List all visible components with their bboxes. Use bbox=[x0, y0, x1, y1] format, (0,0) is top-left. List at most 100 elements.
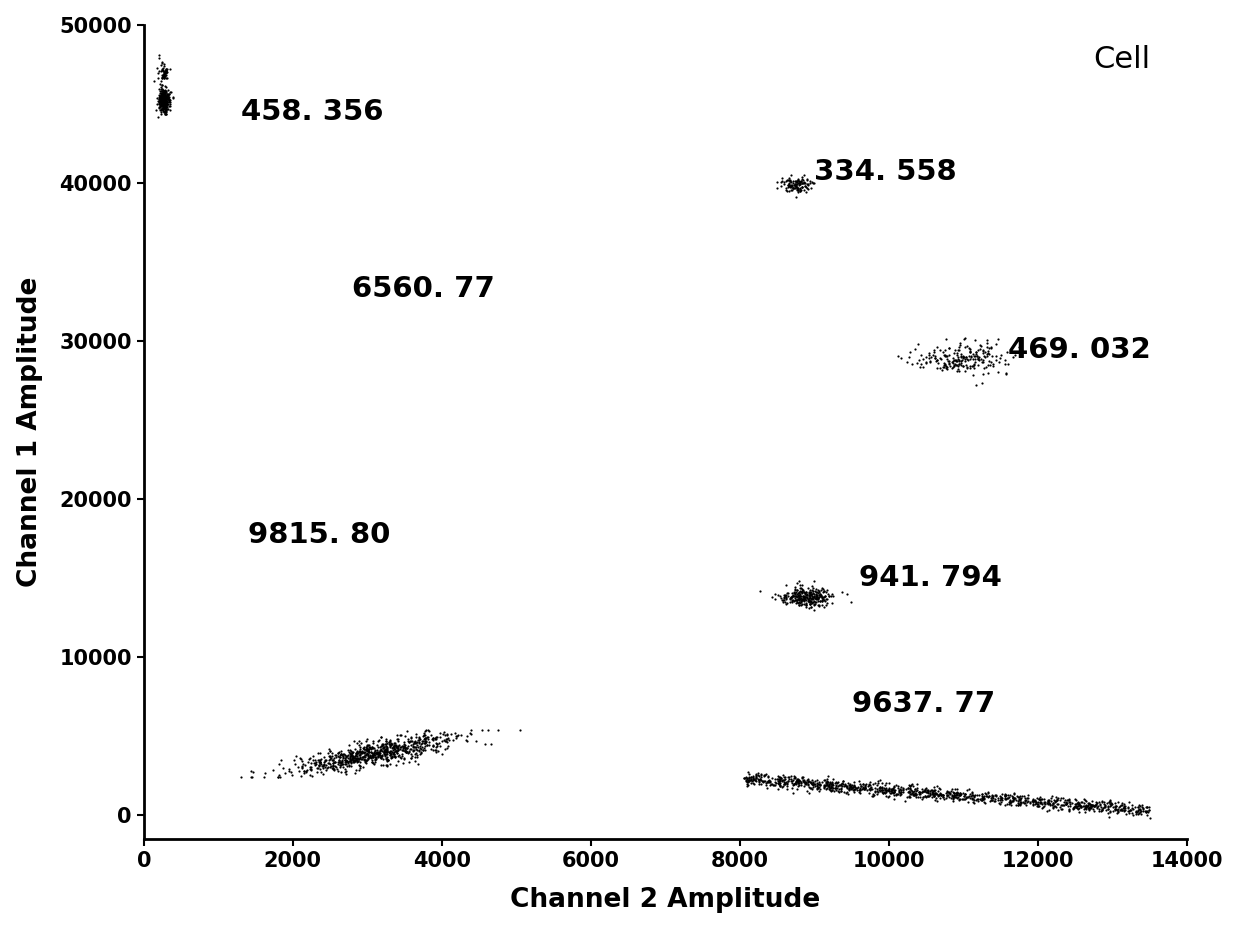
Point bbox=[849, 780, 869, 795]
Point bbox=[386, 744, 405, 759]
Point bbox=[150, 89, 170, 104]
Point bbox=[786, 592, 806, 607]
Point bbox=[362, 739, 382, 754]
Point bbox=[335, 762, 355, 777]
Point bbox=[155, 94, 175, 109]
Point bbox=[456, 729, 476, 744]
Point bbox=[242, 770, 262, 785]
Point bbox=[841, 777, 861, 791]
Point bbox=[154, 71, 174, 86]
Point bbox=[1022, 793, 1042, 808]
Point bbox=[392, 749, 412, 764]
Point bbox=[404, 736, 424, 751]
Point bbox=[1003, 792, 1023, 807]
Point bbox=[919, 346, 939, 361]
Point bbox=[827, 776, 847, 790]
Point bbox=[330, 759, 350, 774]
Point bbox=[362, 754, 382, 769]
Point bbox=[862, 789, 882, 804]
Point bbox=[407, 730, 427, 745]
Point bbox=[776, 174, 796, 189]
Text: Cell: Cell bbox=[1094, 45, 1151, 74]
Point bbox=[1029, 796, 1049, 811]
Point bbox=[1120, 805, 1140, 820]
Point bbox=[1122, 805, 1142, 820]
Point bbox=[787, 776, 807, 790]
Point bbox=[890, 787, 910, 802]
Point bbox=[1066, 798, 1086, 813]
Point bbox=[963, 794, 983, 809]
Point bbox=[784, 585, 804, 600]
Point bbox=[362, 749, 382, 764]
Point bbox=[150, 86, 170, 100]
Point bbox=[746, 770, 766, 785]
Point bbox=[779, 179, 799, 193]
Point bbox=[918, 784, 937, 799]
Point bbox=[817, 776, 837, 790]
Point bbox=[374, 739, 394, 754]
Point bbox=[1068, 801, 1087, 816]
Point bbox=[796, 184, 816, 199]
Point bbox=[360, 737, 379, 752]
Point bbox=[832, 584, 852, 599]
Point bbox=[1009, 792, 1029, 807]
Point bbox=[777, 178, 797, 193]
Point bbox=[796, 592, 816, 607]
Point bbox=[900, 786, 920, 801]
Point bbox=[330, 754, 350, 769]
Point bbox=[1038, 796, 1058, 811]
Point bbox=[335, 754, 355, 769]
Point bbox=[151, 97, 171, 112]
Point bbox=[913, 785, 932, 800]
Point bbox=[386, 750, 405, 764]
Point bbox=[924, 784, 944, 799]
Point bbox=[332, 748, 352, 763]
Point bbox=[438, 727, 458, 742]
Point bbox=[792, 180, 812, 195]
Point bbox=[910, 790, 930, 804]
Point bbox=[357, 743, 377, 758]
Point bbox=[937, 784, 957, 799]
Point bbox=[905, 342, 925, 357]
Point bbox=[973, 791, 993, 806]
Point bbox=[150, 92, 170, 107]
Point bbox=[289, 764, 309, 778]
Point bbox=[815, 584, 835, 599]
Point bbox=[1016, 792, 1035, 807]
Point bbox=[949, 359, 968, 374]
Point bbox=[1091, 800, 1111, 815]
Point bbox=[972, 790, 992, 805]
Point bbox=[795, 775, 815, 790]
Point bbox=[761, 777, 781, 791]
Point bbox=[843, 785, 863, 800]
Point bbox=[939, 785, 959, 800]
Point bbox=[946, 788, 966, 803]
Point bbox=[791, 173, 811, 188]
Point bbox=[787, 596, 807, 611]
Point bbox=[925, 786, 945, 801]
Point bbox=[751, 770, 771, 785]
Point bbox=[800, 597, 820, 612]
Point bbox=[972, 790, 992, 805]
Point bbox=[952, 359, 972, 374]
Point bbox=[157, 91, 177, 106]
Point bbox=[987, 788, 1007, 803]
Point bbox=[254, 770, 274, 785]
Point bbox=[818, 775, 838, 790]
Point bbox=[1056, 797, 1076, 812]
Point bbox=[851, 778, 870, 793]
Point bbox=[923, 786, 942, 801]
Point bbox=[775, 589, 795, 604]
Point bbox=[837, 786, 857, 801]
Point bbox=[986, 337, 1006, 352]
Point bbox=[900, 790, 920, 804]
Point bbox=[342, 749, 362, 764]
Point bbox=[796, 584, 816, 599]
Point bbox=[264, 763, 284, 777]
Point bbox=[1038, 795, 1058, 810]
Point bbox=[1105, 796, 1125, 811]
Point bbox=[992, 792, 1012, 807]
Point bbox=[926, 787, 946, 802]
Point bbox=[965, 356, 985, 371]
Point bbox=[1011, 797, 1030, 812]
